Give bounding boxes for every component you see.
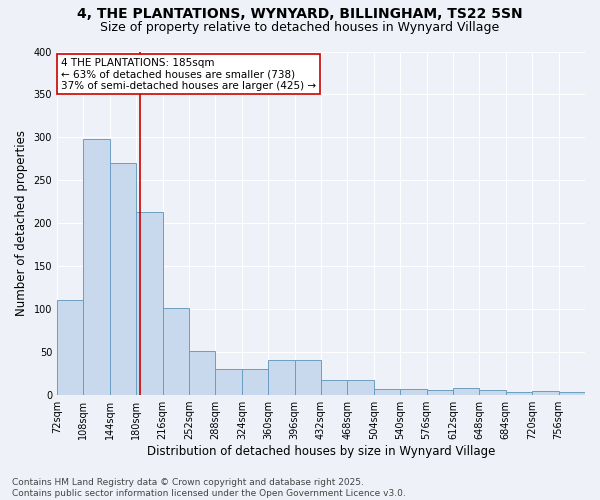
Text: 4, THE PLANTATIONS, WYNYARD, BILLINGHAM, TS22 5SN: 4, THE PLANTATIONS, WYNYARD, BILLINGHAM,… (77, 8, 523, 22)
Bar (136, 212, 163, 394)
Bar (242, 369, 268, 394)
Bar (374, 390, 400, 394)
Bar (215, 369, 242, 394)
Bar (559, 392, 585, 394)
Text: Size of property relative to detached houses in Wynyard Village: Size of property relative to detached ho… (100, 21, 500, 34)
Bar (347, 380, 374, 394)
Bar (400, 390, 427, 394)
Bar (295, 360, 321, 394)
Bar (506, 392, 532, 394)
Bar (163, 308, 189, 394)
Bar (453, 388, 479, 394)
X-axis label: Distribution of detached houses by size in Wynyard Village: Distribution of detached houses by size … (147, 444, 495, 458)
Bar (189, 351, 215, 395)
Bar (57, 300, 83, 394)
Y-axis label: Number of detached properties: Number of detached properties (15, 130, 28, 316)
Bar (268, 360, 295, 394)
Text: 4 THE PLANTATIONS: 185sqm
← 63% of detached houses are smaller (738)
37% of semi: 4 THE PLANTATIONS: 185sqm ← 63% of detac… (61, 58, 316, 90)
Bar (532, 391, 559, 394)
Bar (427, 390, 453, 394)
Text: Contains HM Land Registry data © Crown copyright and database right 2025.
Contai: Contains HM Land Registry data © Crown c… (12, 478, 406, 498)
Bar (83, 139, 110, 394)
Bar (110, 163, 136, 394)
Bar (321, 380, 347, 394)
Bar (479, 390, 506, 394)
